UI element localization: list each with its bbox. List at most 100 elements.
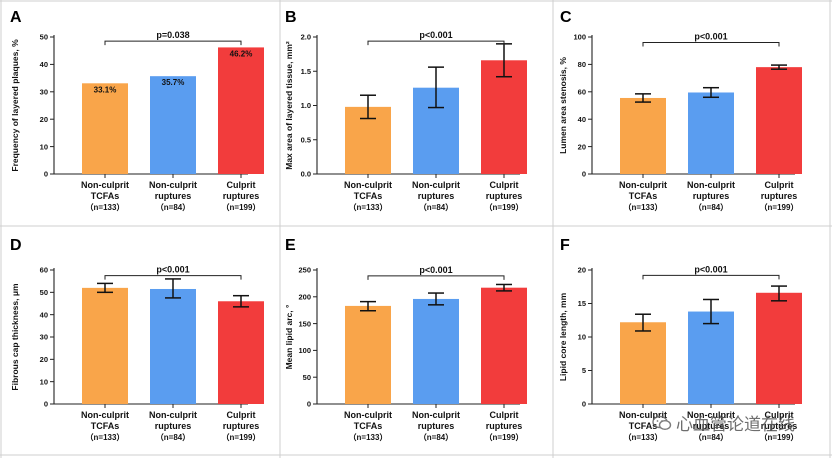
- category-label: Non-culprit: [619, 410, 667, 420]
- y-axis-title: Mean lipid arc, °: [284, 304, 294, 369]
- n-label: （n=199）: [485, 432, 524, 442]
- y-tick-label: 200: [298, 293, 311, 302]
- n-label: （n=199）: [222, 432, 261, 442]
- significance-bracket: [367, 40, 505, 46]
- bar: [481, 287, 527, 404]
- chart-panel-a: A Frequency of layered plaques, % 0 10 20 30 4…: [10, 9, 264, 212]
- category-label: Non-culprit: [344, 410, 392, 420]
- chart-panel-c: C Lumen area stenosis, % 0 20 40 60 80 100 Non-c…: [558, 9, 802, 212]
- category-label: Non-culprit: [412, 180, 460, 190]
- data-label: 35.7%: [162, 78, 185, 87]
- category-label: ruptures: [418, 421, 455, 431]
- bar: [82, 287, 128, 404]
- n-label: （n=133）: [86, 202, 125, 212]
- category-label: ruptures: [761, 421, 798, 431]
- n-label: （n=84）: [156, 432, 190, 442]
- n-label: （n=133）: [624, 202, 663, 212]
- y-tick-label: 40: [578, 115, 586, 124]
- y-axis-title: Lipid core length, mm: [558, 292, 568, 381]
- category-label: Non-culprit: [149, 180, 197, 190]
- n-label: （n=133）: [624, 432, 663, 442]
- y-axis-title: Frequency of layered plaques, %: [10, 39, 20, 172]
- y-tick-label: 150: [298, 319, 311, 328]
- category-label: Non-culprit: [687, 180, 735, 190]
- panel-letter: C: [560, 9, 572, 26]
- p-value-label: p<0.001: [419, 30, 452, 40]
- n-label: （n=133）: [86, 432, 125, 442]
- y-axis-title: Lumen area stenosis, %: [558, 57, 568, 154]
- category-label: ruptures: [693, 421, 730, 431]
- n-label: （n=84）: [419, 432, 453, 442]
- category-label: Non-culprit: [81, 180, 129, 190]
- category-label: ruptures: [486, 421, 523, 431]
- chart-panel-b: B Max area of layered tissue, mm² 0.0 0.5 1.…: [284, 9, 527, 212]
- significance-bracket: [104, 275, 242, 280]
- significance-bracket: [642, 274, 780, 280]
- bar: [688, 311, 734, 404]
- y-tick-label: 100: [573, 33, 586, 42]
- category-label: Non-culprit: [149, 410, 197, 420]
- p-value-label: p<0.001: [694, 264, 727, 274]
- n-label: （n=133）: [349, 432, 388, 442]
- bar: [345, 305, 391, 404]
- y-tick-label: 0: [44, 400, 48, 409]
- category-label: TCFAs: [629, 421, 658, 431]
- y-tick-label: 60: [578, 88, 586, 97]
- bar: [413, 298, 459, 404]
- y-tick-label: 10: [578, 333, 586, 342]
- category-label: Culprit: [490, 180, 519, 190]
- p-value-label: p<0.001: [419, 265, 452, 275]
- n-label: （n=199）: [760, 432, 799, 442]
- y-axis-title: Max area of layered tissue, mm²: [284, 41, 294, 170]
- y-tick-label: 40: [40, 310, 48, 319]
- bar: [150, 76, 196, 174]
- y-tick-label: 50: [303, 373, 311, 382]
- bar: [218, 301, 264, 404]
- category-label: TCFAs: [354, 191, 383, 201]
- y-tick-label: 30: [40, 88, 48, 97]
- bar: [150, 288, 196, 404]
- bar: [756, 292, 802, 404]
- bar: [82, 83, 128, 174]
- y-tick-label: 0: [582, 400, 586, 409]
- bar: [688, 92, 734, 174]
- y-tick-label: 20: [578, 266, 586, 275]
- y-tick-label: 0: [44, 170, 48, 179]
- significance-bracket: [104, 40, 242, 46]
- bar: [481, 60, 527, 174]
- y-tick-label: 20: [578, 142, 586, 151]
- category-label: ruptures: [223, 421, 260, 431]
- wechat-icon: [652, 415, 672, 430]
- y-tick-label: 0.5: [301, 135, 311, 144]
- panel-letter: B: [285, 9, 297, 26]
- category-label: Culprit: [227, 410, 256, 420]
- y-tick-label: 20: [40, 355, 48, 364]
- y-tick-label: 10: [40, 142, 48, 151]
- p-value-label: p<0.001: [694, 31, 727, 41]
- y-tick-label: 0: [307, 400, 311, 409]
- category-label: Non-culprit: [619, 180, 667, 190]
- n-label: （n=84）: [419, 202, 453, 212]
- category-label: TCFAs: [91, 421, 120, 431]
- y-tick-label: 15: [578, 299, 586, 308]
- bar: [620, 322, 666, 404]
- y-tick-label: 2.0: [301, 33, 311, 42]
- data-label: 33.1%: [94, 85, 117, 94]
- significance-bracket: [367, 275, 505, 280]
- category-label: Non-culprit: [81, 410, 129, 420]
- y-tick-label: 60: [40, 266, 48, 275]
- y-tick-label: 30: [40, 333, 48, 342]
- chart-panel-d: D Fibrous cap thickness, μm 0 10 20 30 40 50 60 N…: [10, 237, 264, 442]
- y-tick-label: 5: [582, 366, 586, 375]
- category-label: ruptures: [761, 191, 798, 201]
- category-label: ruptures: [223, 191, 260, 201]
- watermark-text: 心血管论道在线: [676, 415, 795, 435]
- category-label: Non-culprit: [412, 410, 460, 420]
- y-tick-label: 1.0: [301, 101, 311, 110]
- category-label: Culprit: [765, 410, 794, 420]
- n-label: （n=84）: [156, 202, 190, 212]
- category-label: Culprit: [227, 180, 256, 190]
- y-tick-label: 250: [298, 266, 311, 275]
